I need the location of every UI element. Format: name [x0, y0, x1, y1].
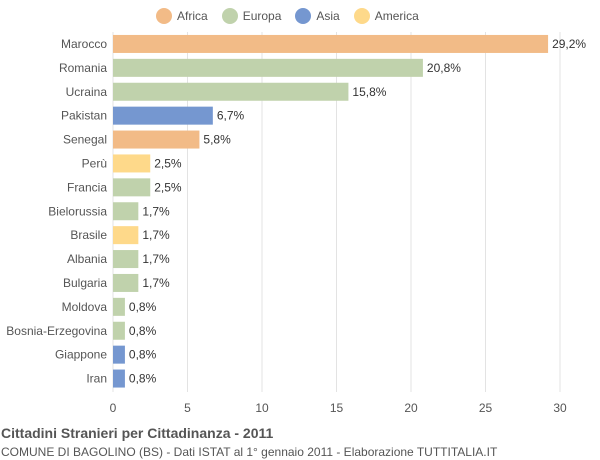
category-label: Brasile [70, 228, 107, 242]
category-label: Bielorussia [48, 204, 107, 218]
x-tick-label: 25 [479, 401, 493, 415]
category-label: Francia [67, 180, 107, 194]
bar-chart: 0 5 10 15 20 25 30 Marocco 29,2% Romania 20,8% Ucra… [6, 32, 586, 415]
data-label: 2,5% [154, 156, 182, 170]
legend-label-europa: Europa [242, 9, 282, 23]
data-label: 2,5% [154, 180, 182, 194]
bar [113, 34, 549, 53]
bar [113, 154, 151, 173]
legend-swatch-asia [295, 8, 312, 24]
legend-item-america: America [353, 8, 419, 24]
data-label: 20,8% [427, 61, 461, 75]
bar [113, 58, 423, 77]
bar [113, 369, 125, 388]
category-label: Pakistan [61, 109, 107, 123]
bar [113, 297, 125, 316]
bar [113, 202, 139, 221]
data-label: 29,2% [552, 37, 586, 51]
legend-label-asia: Asia [316, 9, 340, 23]
data-label: 6,7% [217, 109, 245, 123]
bar [113, 226, 139, 245]
category-label: Moldova [62, 300, 108, 314]
bar [113, 82, 349, 101]
category-label: Albania [67, 252, 107, 266]
x-tick-label: 20 [404, 401, 418, 415]
legend-label-america: America [374, 9, 419, 23]
chart-caption-subtitle: COMUNE DI BAGOLINO (BS) - Dati ISTAT al … [1, 445, 498, 459]
category-label: Giappone [55, 348, 107, 362]
bar [113, 106, 213, 125]
x-tick-label: 15 [330, 401, 344, 415]
data-label: 1,7% [142, 228, 170, 242]
legend-item-europa: Europa [221, 8, 282, 24]
bar [113, 178, 151, 197]
category-label: Romania [59, 61, 107, 75]
data-label: 0,8% [129, 324, 157, 338]
x-tick-label: 30 [553, 401, 567, 415]
legend-item-africa: Africa [156, 8, 208, 24]
legend-swatch-america [353, 8, 370, 24]
bar [113, 250, 139, 269]
x-tick-label: 0 [110, 401, 117, 415]
data-label: 15,8% [352, 85, 386, 99]
category-label: Marocco [61, 37, 107, 51]
data-label: 0,8% [129, 372, 157, 386]
data-label: 1,7% [142, 252, 170, 266]
data-label: 1,7% [142, 204, 170, 218]
category-label: Ucraina [66, 85, 108, 99]
legend-item-asia: Asia [295, 8, 340, 24]
chart-caption-title: Cittadini Stranieri per Cittadinanza - 2… [1, 425, 274, 441]
category-label: Senegal [63, 133, 107, 147]
category-label: Iran [86, 372, 107, 386]
data-label: 0,8% [129, 348, 157, 362]
bar [113, 273, 139, 292]
legend-swatch-africa [156, 8, 172, 24]
legend: Africa Europa Asia America [156, 6, 433, 26]
data-label: 0,8% [129, 300, 157, 314]
x-tick-label: 5 [184, 401, 191, 415]
bar [113, 130, 200, 149]
category-label: Bosnia-Erzegovina [6, 324, 107, 338]
category-label: Bulgaria [63, 276, 107, 290]
x-tick-label: 10 [255, 401, 269, 415]
bar [113, 321, 125, 340]
category-label: Perù [82, 156, 107, 170]
data-label: 1,7% [142, 276, 170, 290]
data-label: 5,8% [203, 133, 231, 147]
legend-swatch-europa [221, 8, 238, 24]
bar [113, 345, 125, 364]
legend-label-africa: Africa [177, 9, 208, 23]
